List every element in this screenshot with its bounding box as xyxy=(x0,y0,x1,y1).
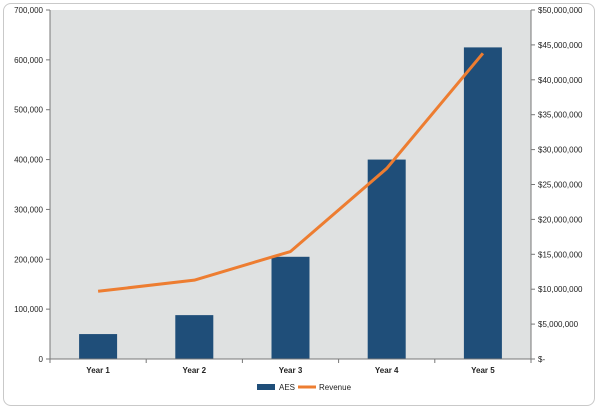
legend-label-aes: AES xyxy=(279,383,295,392)
right-tick-label: $15,000,000 xyxy=(538,250,583,259)
left-tick-label: 500,000 xyxy=(14,106,43,115)
right-tick-label: $50,000,000 xyxy=(538,6,583,15)
right-tick-label: $25,000,000 xyxy=(538,181,583,190)
legend: AES Revenue xyxy=(257,383,352,392)
left-tick-label: 600,000 xyxy=(14,56,43,65)
category-label: Year 3 xyxy=(279,366,303,375)
right-tick-label: $20,000,000 xyxy=(538,215,583,224)
right-tick-label: $10,000,000 xyxy=(538,285,583,294)
category-label: Year 2 xyxy=(183,366,207,375)
bar-aes-3 xyxy=(271,256,310,359)
left-tick-label: 0 xyxy=(39,355,44,364)
category-label: Year 1 xyxy=(86,366,110,375)
left-tick-label: 400,000 xyxy=(14,156,43,165)
right-tick-label: $30,000,000 xyxy=(538,146,583,155)
left-tick-label: 200,000 xyxy=(14,255,43,264)
right-tick-label: $40,000,000 xyxy=(538,76,583,85)
legend-label-revenue: Revenue xyxy=(319,383,352,392)
bar-aes-1 xyxy=(79,334,118,359)
right-tick-label: $5,000,000 xyxy=(538,320,579,329)
left-tick-label: 300,000 xyxy=(14,205,43,214)
bar-aes-2 xyxy=(175,315,214,359)
right-tick-label: $35,000,000 xyxy=(538,111,583,120)
left-tick-label: 700,000 xyxy=(14,6,43,15)
category-label: Year 4 xyxy=(375,366,399,375)
left-tick-label: 100,000 xyxy=(14,305,43,314)
category-label: Year 5 xyxy=(471,366,495,375)
right-tick-label: $- xyxy=(538,355,545,364)
right-tick-label: $45,000,000 xyxy=(538,41,583,50)
legend-swatch-aes xyxy=(257,384,275,390)
bar-aes-4 xyxy=(367,159,406,359)
bar-aes-5 xyxy=(463,47,502,360)
